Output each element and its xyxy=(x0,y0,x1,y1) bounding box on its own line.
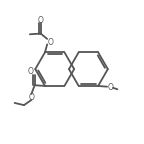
Text: O: O xyxy=(47,38,53,47)
Text: O: O xyxy=(38,16,44,25)
Text: O: O xyxy=(107,83,113,92)
Text: O: O xyxy=(28,68,34,76)
Text: O: O xyxy=(28,93,34,102)
